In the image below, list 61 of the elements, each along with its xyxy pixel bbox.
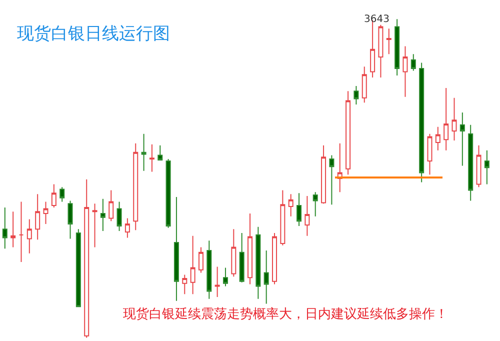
candlestick — [182, 274, 188, 295]
candlestick — [460, 112, 465, 166]
candlestick — [206, 240, 212, 300]
candlestick — [116, 201, 122, 232]
candlestick — [166, 158, 171, 228]
candlestick — [222, 267, 228, 287]
candlestick — [410, 54, 416, 72]
candlestick — [51, 184, 56, 208]
candlestick — [35, 194, 40, 240]
candlestick — [419, 62, 424, 183]
candlestick — [18, 201, 24, 262]
candlestick — [84, 178, 90, 338]
candlestick — [476, 144, 482, 188]
candlestick — [264, 250, 269, 304]
candlestick — [378, 24, 384, 78]
candlestick — [174, 196, 179, 302]
candlestick — [158, 144, 163, 160]
candlestick — [346, 90, 351, 176]
candlestick — [248, 213, 252, 285]
candlestick — [321, 144, 326, 204]
candlestick — [444, 87, 449, 151]
candlestick — [190, 235, 196, 295]
candlestick — [402, 46, 408, 98]
candlestick — [43, 201, 48, 225]
candlestick — [484, 150, 490, 185]
candlestick — [141, 133, 146, 172]
candlestick — [427, 133, 432, 176]
candlestick — [92, 203, 98, 248]
candlestick — [296, 192, 302, 226]
candlestick — [435, 126, 440, 151]
candlestick — [76, 228, 81, 308]
candlestick — [362, 66, 367, 104]
candlestick — [124, 218, 130, 238]
candlestick — [198, 246, 204, 274]
annotation: 现货白银延续震荡走势概率大，日内建议延续低多操作！ — [123, 306, 448, 322]
candlestick — [280, 190, 286, 246]
candlestick — [394, 18, 400, 76]
candlestick — [329, 154, 334, 206]
candlestick — [133, 142, 138, 231]
candlestick — [452, 97, 457, 142]
candlestick — [26, 218, 32, 254]
candlestick — [108, 190, 114, 222]
candlestick — [231, 228, 236, 278]
candlestick — [214, 266, 220, 298]
annotation: 3643 — [364, 14, 390, 25]
candlestick — [100, 198, 106, 232]
chart-title: 现货白银日线运行图 — [17, 24, 170, 44]
candlestick — [10, 211, 16, 248]
candlestick — [2, 206, 8, 250]
candlestick — [68, 200, 73, 240]
candlestick — [304, 196, 310, 236]
candlestick — [60, 186, 65, 202]
candlestick — [312, 192, 318, 217]
candlestick — [239, 232, 244, 283]
candlestick — [386, 28, 392, 55]
candlestick — [149, 144, 154, 172]
candlestick — [288, 194, 294, 217]
candlestick — [272, 232, 278, 285]
candlestick — [468, 124, 474, 202]
candlestick — [354, 86, 359, 106]
candlestick — [256, 226, 261, 300]
